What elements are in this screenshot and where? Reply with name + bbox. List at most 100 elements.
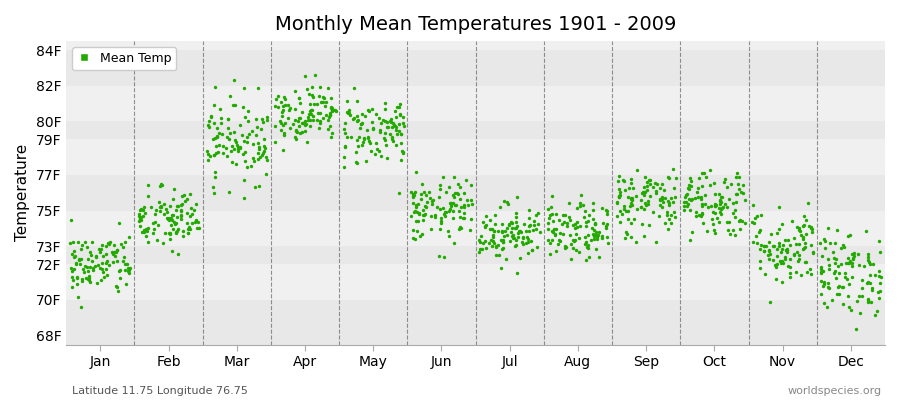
Point (236, 150, 250, 157)
Point (548, 232, 562, 238)
Point (617, 235, 632, 241)
Point (230, 139, 244, 146)
Point (325, 108, 339, 114)
Point (543, 240, 557, 246)
Point (654, 203, 669, 210)
Point (841, 293, 855, 300)
Point (243, 162, 257, 169)
Point (323, 112, 338, 118)
Point (455, 215, 470, 221)
Point (845, 260, 859, 266)
Point (652, 196, 667, 202)
Point (207, 102, 221, 109)
Bar (67, 50, 885, 86)
Point (65, 251, 79, 258)
Point (374, 127, 388, 134)
Point (831, 284, 845, 290)
Point (393, 140, 408, 146)
Point (281, 114, 295, 121)
Bar (67, 246, 885, 264)
Bar (67, 41, 885, 50)
Point (634, 203, 648, 210)
Point (184, 204, 198, 211)
Point (849, 326, 863, 332)
Point (80, 264, 94, 270)
Point (338, 144, 352, 150)
Point (304, 107, 319, 114)
Point (549, 210, 563, 217)
Point (155, 182, 169, 188)
Point (636, 192, 651, 198)
Point (625, 202, 639, 208)
Point (346, 85, 361, 92)
Point (522, 222, 536, 228)
Point (661, 226, 675, 232)
Point (766, 257, 780, 264)
Point (485, 226, 500, 232)
Point (838, 274, 852, 280)
Point (179, 220, 194, 226)
Point (100, 272, 114, 278)
Point (770, 253, 784, 259)
Point (579, 257, 593, 264)
Point (731, 181, 745, 188)
Point (186, 207, 201, 213)
Point (237, 138, 251, 144)
Point (568, 221, 582, 227)
Point (616, 177, 630, 183)
Point (340, 98, 355, 105)
Point (180, 196, 194, 202)
Point (839, 260, 853, 266)
Point (168, 220, 183, 226)
Point (306, 94, 320, 101)
Point (483, 225, 498, 232)
Point (349, 112, 364, 119)
Point (411, 211, 426, 217)
Point (648, 238, 662, 245)
Point (408, 188, 422, 195)
Point (500, 232, 514, 238)
Point (456, 215, 471, 222)
Point (288, 106, 302, 112)
Point (181, 230, 195, 236)
Point (752, 228, 766, 235)
Point (104, 249, 119, 255)
Point (636, 184, 651, 190)
Point (202, 153, 217, 159)
Point (409, 218, 423, 224)
Point (580, 218, 595, 224)
Point (68, 252, 82, 259)
Point (612, 193, 626, 200)
Point (123, 264, 138, 271)
Point (545, 228, 560, 234)
Point (259, 157, 274, 163)
Point (328, 107, 342, 113)
Point (857, 262, 871, 269)
Point (259, 171, 274, 177)
Point (171, 250, 185, 257)
Point (727, 207, 742, 214)
Point (712, 219, 726, 225)
Point (610, 200, 625, 206)
Point (814, 264, 828, 271)
Point (530, 244, 544, 250)
Point (132, 211, 147, 217)
Point (590, 236, 604, 242)
Point (305, 117, 320, 124)
Point (212, 142, 226, 148)
Point (737, 220, 751, 226)
Point (712, 205, 726, 212)
Point (396, 120, 410, 126)
Point (434, 214, 448, 221)
Point (790, 248, 805, 255)
Point (256, 136, 271, 142)
Point (451, 191, 465, 197)
Point (201, 122, 215, 128)
Point (641, 200, 655, 207)
Point (599, 208, 614, 214)
Point (154, 203, 168, 210)
Point (338, 130, 352, 136)
Point (736, 181, 751, 188)
Point (348, 149, 363, 156)
Point (433, 206, 447, 213)
